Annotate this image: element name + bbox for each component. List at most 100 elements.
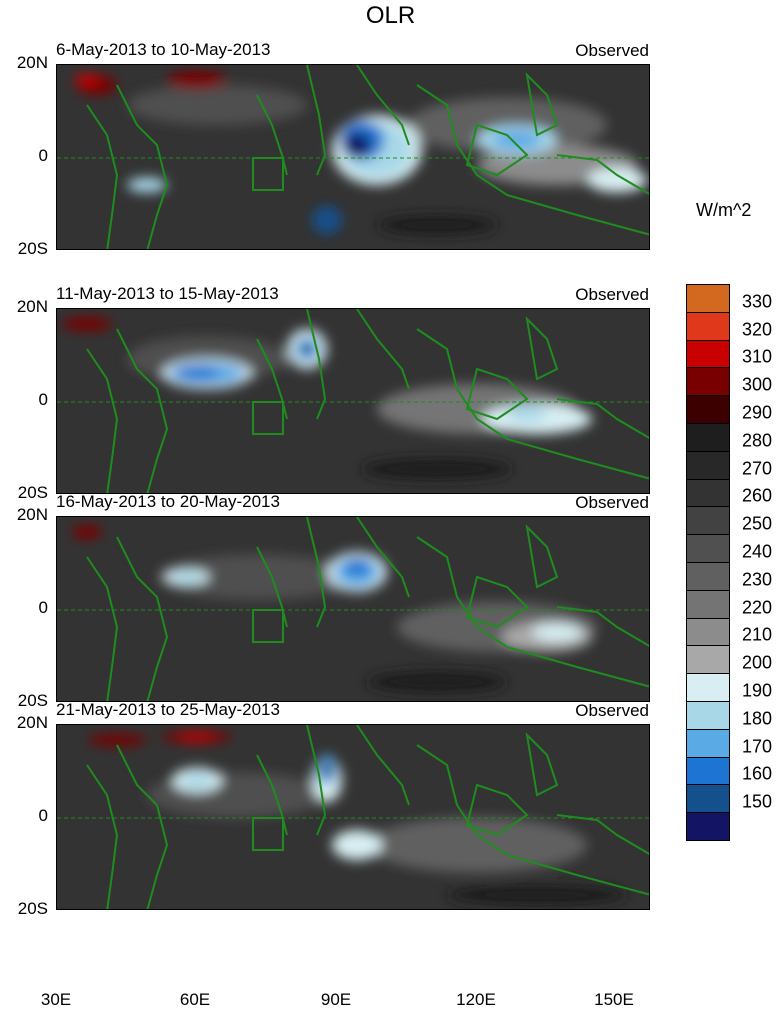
map-panel: 6-May-2013 to 10-May-2013 Observed 20N 0 20S [0, 40, 781, 258]
olr-contour-region [367, 817, 587, 873]
olr-contour-region [377, 215, 497, 235]
coastline [465, 783, 529, 837]
y-tick-label: 0 [38, 146, 48, 165]
colorbar-level-label: 330 [742, 291, 773, 312]
olr-map [56, 516, 650, 702]
region-box [252, 157, 284, 191]
map-panel: 11-May-2013 to 15-May-2013 Observed 20N 0 20… [0, 284, 781, 502]
olr-contour-region [362, 458, 512, 480]
map-panel: 16-May-2013 to 20-May-2013 Observed 20N 0 20… [0, 492, 781, 710]
colorbar-swatch [686, 367, 730, 397]
coastline [116, 744, 169, 909]
colorbar-level-label: 270 [742, 458, 773, 479]
coastline [416, 744, 649, 896]
y-tick-label: 20N [16, 505, 48, 524]
olr-contour-region [167, 71, 227, 89]
panel-tag-label: Observed [575, 701, 649, 720]
coastline [306, 309, 327, 420]
y-tick-label: 20N [16, 53, 48, 72]
colorbar-level-label: 260 [742, 485, 773, 506]
y-tick-label: 20N [16, 713, 48, 732]
x-tick-label: 90E [320, 990, 352, 1009]
figure-title: OLR [365, 2, 416, 29]
colorbar-level-label: 240 [742, 541, 773, 562]
olr-contour-region [182, 772, 212, 788]
colorbar-level-label: 230 [742, 569, 773, 590]
y-tick-label: 20S [17, 239, 48, 258]
olr-contour-region [492, 131, 542, 149]
x-tick-label: 120E [456, 990, 496, 1009]
olr-map [56, 724, 650, 910]
coastline [525, 72, 559, 137]
y-tick-label: 20S [17, 899, 48, 918]
coastline [465, 123, 529, 177]
colorbar-level-label: 210 [742, 624, 773, 645]
colorbar-swatch [686, 339, 730, 369]
colorbar-swatch [686, 589, 730, 619]
colorbar-level-label: 280 [742, 430, 773, 451]
olr-map [56, 64, 650, 250]
colorbar-swatch [686, 701, 730, 730]
coastline [116, 328, 169, 493]
coastline [116, 84, 169, 249]
olr-contour-field [57, 517, 649, 701]
colorbar-level-label: 200 [742, 652, 773, 673]
olr-contour-region [532, 623, 582, 641]
coastline [356, 309, 410, 390]
panel-period-label: 21-May-2013 to 25-May-2013 [56, 700, 280, 719]
coastline [306, 725, 327, 836]
olr-contour-region [62, 317, 112, 331]
region-box [252, 609, 284, 643]
olr-contour-region [507, 406, 547, 422]
colorbar-level-label: 170 [742, 736, 773, 757]
coastline [525, 316, 559, 381]
colorbar-swatch [686, 395, 730, 424]
colorbar-unit: W/m^2 [696, 200, 752, 220]
x-tick-label: 30E [40, 990, 72, 1009]
coastline [416, 84, 649, 236]
colorbar-swatch [686, 812, 730, 841]
olr-contour-field [57, 65, 649, 249]
olr-contour-region [344, 558, 370, 576]
region-box [252, 817, 284, 851]
panel-tag-label: Observed [575, 493, 649, 512]
colorbar-swatch [686, 784, 730, 814]
coastline [86, 556, 119, 701]
coastline [356, 65, 410, 146]
olr-contour-region [407, 97, 607, 153]
olr-contour-region [87, 734, 147, 746]
coastline [256, 338, 288, 420]
y-tick-label: 0 [38, 806, 48, 825]
olr-contour-region [367, 671, 507, 693]
colorbar-swatch [686, 534, 730, 563]
colorbar-swatch [686, 673, 730, 702]
colorbar-swatch [686, 562, 730, 591]
colorbar-level-label: 290 [742, 402, 773, 423]
olr-contour-region [321, 761, 333, 779]
colorbar-level-label: 250 [742, 513, 773, 534]
panel-period-label: 16-May-2013 to 20-May-2013 [56, 492, 280, 511]
coastline [416, 328, 649, 480]
colorbar-level-label: 150 [742, 791, 773, 812]
colorbar-level-label: 160 [742, 763, 773, 784]
colorbar-level-label: 190 [742, 680, 773, 701]
olr-contour-region [157, 554, 357, 600]
colorbar-swatch [686, 506, 730, 536]
y-tick-label: 0 [38, 598, 48, 617]
colorbar-swatch [686, 284, 730, 313]
colorbar-swatch [686, 478, 730, 508]
coastline [86, 104, 119, 249]
coastline [86, 348, 119, 493]
olr-contour-region [343, 132, 371, 158]
olr-contour-region [127, 85, 307, 125]
y-tick-label: 0 [38, 390, 48, 409]
panel-period-label: 6-May-2013 to 10-May-2013 [56, 40, 271, 59]
y-tick-label: 20N [16, 297, 48, 316]
coastline [525, 732, 559, 797]
region-box [252, 401, 284, 435]
olr-map [56, 308, 650, 494]
colorbar-level-label: 300 [742, 374, 773, 395]
coastline [116, 536, 169, 701]
colorbar: 330 320 310 300 290 280 270 260 250 240 230 220 210 2… [686, 284, 772, 841]
olr-contour-region [172, 572, 202, 582]
